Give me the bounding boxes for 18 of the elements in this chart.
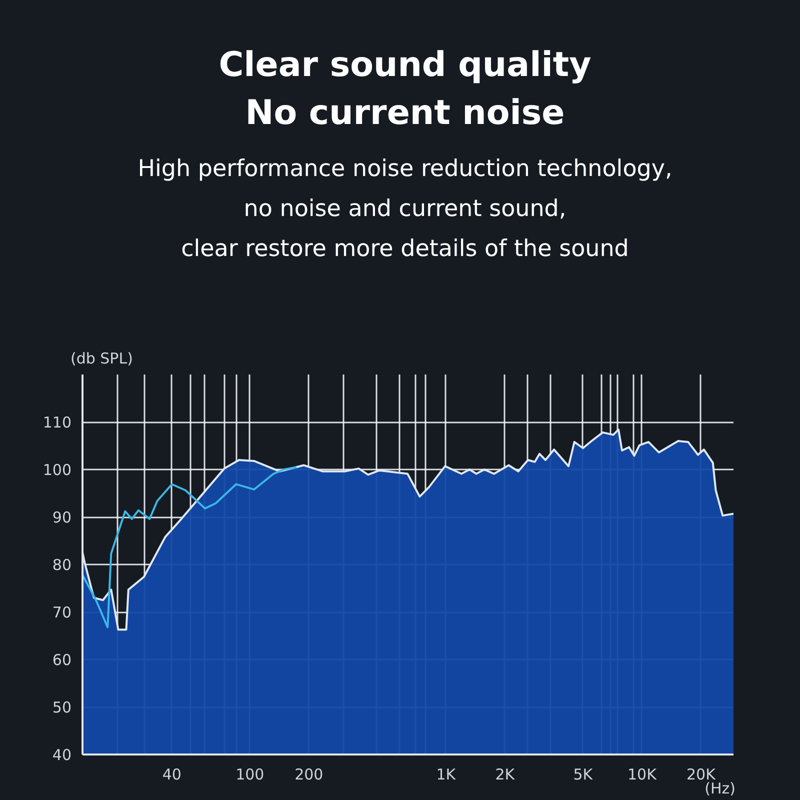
y-tick-label: 60 bbox=[52, 651, 72, 669]
y-tick-label: 40 bbox=[52, 746, 72, 764]
chart-title: Clear sound quality No current noise bbox=[218, 44, 592, 135]
x-tick-label: 5K bbox=[573, 766, 594, 784]
y-tick-label: 80 bbox=[52, 556, 72, 574]
x-tick-label: 10K bbox=[628, 766, 658, 784]
y-tick-label: 70 bbox=[52, 604, 72, 622]
y-tick-label: 100 bbox=[42, 461, 72, 479]
y-axis-title: (db SPL) bbox=[70, 350, 133, 368]
chart-subtitle: High performance noise reduction technology, no noise and current sound, clear restore more details of the sound bbox=[138, 155, 672, 264]
y-tick-label: 50 bbox=[52, 698, 72, 716]
x-tick-label: 2K bbox=[495, 766, 516, 784]
x-tick-label: 40 bbox=[162, 766, 182, 784]
y-tick-label: 90 bbox=[52, 508, 72, 526]
x-tick-label: 1K bbox=[436, 766, 457, 784]
y-tick-label: 110 bbox=[42, 414, 72, 432]
x-tick-label: 100 bbox=[236, 766, 264, 784]
x-tick-label: 200 bbox=[294, 766, 324, 784]
